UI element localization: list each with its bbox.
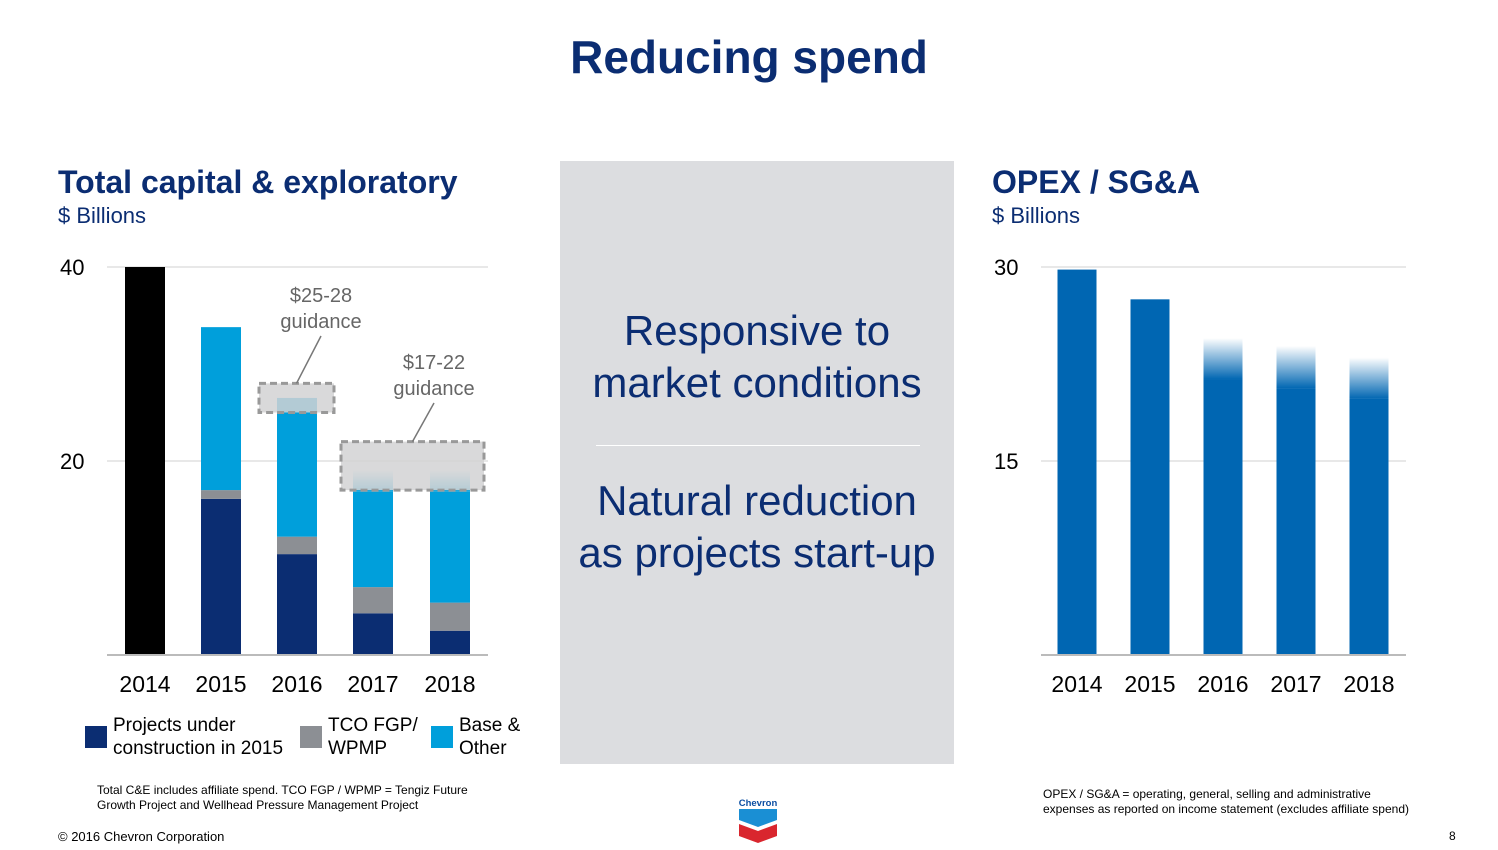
x-tick-label: 2015 [195,671,246,697]
bar-segment [353,587,393,614]
x-tick-label: 2014 [119,671,170,697]
legend-tco: TCO FGP/WPMP [300,714,418,760]
center-text-2: market conditions [592,359,922,406]
bar-segment [353,613,393,655]
bar-segment [430,630,470,655]
y-tick-label: 40 [60,255,84,280]
bar-fade [1276,345,1316,389]
right-chart-title: OPEX / SG&A [992,164,1201,200]
bar-fade [1203,338,1243,380]
bar [1203,379,1243,655]
bar-segment [201,498,241,655]
legend-label: TCO FGP/ [328,715,418,736]
guidance-label: guidance [393,378,474,400]
bar-2014-total [125,267,165,655]
y-tick-label: 15 [994,449,1018,474]
bar-fade [1349,357,1389,399]
bar-segment [201,327,241,491]
x-tick-label: 2017 [347,671,398,697]
center-divider [596,445,920,446]
guidance-label: $25-28 [290,285,352,307]
legend-projects: Projects under construction in 2015 [85,714,283,760]
legend-base: Base & Other [431,714,520,760]
chevron-logo: Chevron [739,798,778,843]
guidance-box [257,381,336,414]
x-tick-label: 2016 [1197,671,1248,697]
bar-segment [353,491,393,588]
center-text-1: Responsive to [623,307,891,354]
y-tick-label: 30 [994,255,1018,280]
guidance-label: $17-22 [403,352,465,374]
legend-swatch [300,726,322,748]
bar [1349,398,1389,655]
legend-swatch [431,726,453,748]
page-title: Reducing spend [570,31,928,83]
center-panel: Responsive to market conditions Natural … [560,161,954,764]
left-chart-subtitle: $ Billions [58,203,147,228]
left-footnote: Total C&E includes affiliate spend. TCO … [97,783,468,812]
copyright: © 2016 Chevron Corporation [58,829,225,844]
legend-label: construction in 2015 [113,738,284,759]
right-footnote: OPEX / SG&A = operating, general, sellin… [1043,787,1409,816]
bar-segment [277,397,317,537]
y-tick-label: 20 [60,449,84,474]
x-tick-label: 2018 [424,671,475,697]
bar [1276,388,1316,655]
legend-label: WPMP [328,738,388,759]
svg-text:Chevron: Chevron [739,798,778,809]
x-tick-label: 2016 [271,671,322,697]
guidance-leader [295,335,322,384]
guidance-box [339,440,486,492]
bar [1130,299,1170,655]
x-tick-label: 2017 [1270,671,1321,697]
bar-segment [430,491,470,603]
bar-segment [277,536,317,555]
page-number: 8 [1449,829,1456,843]
bar-segment [430,602,470,631]
bar-segment [277,554,317,655]
guidance-label: guidance [280,311,361,333]
x-tick-label: 2015 [1124,671,1175,697]
legend-label: Base & [459,715,521,736]
bar-segment [201,490,241,499]
legend-label: Other [459,738,507,759]
guidance-leader [411,402,435,442]
charts-svg: 20 40 2014 2015 2016 2017 2018 $25-28 guidance $1… [60,255,1406,697]
right-chart-subtitle: $ Billions [992,203,1081,228]
x-tick-label: 2014 [1051,671,1102,697]
legend-swatch [85,726,107,748]
legend-label: Projects under [113,715,236,736]
x-tick-label: 2018 [1343,671,1394,697]
bar [1057,269,1097,655]
center-text-4: as projects start-up [578,529,936,576]
center-text-3: Natural reduction [597,477,917,524]
left-chart-title: Total capital & exploratory [58,164,458,200]
